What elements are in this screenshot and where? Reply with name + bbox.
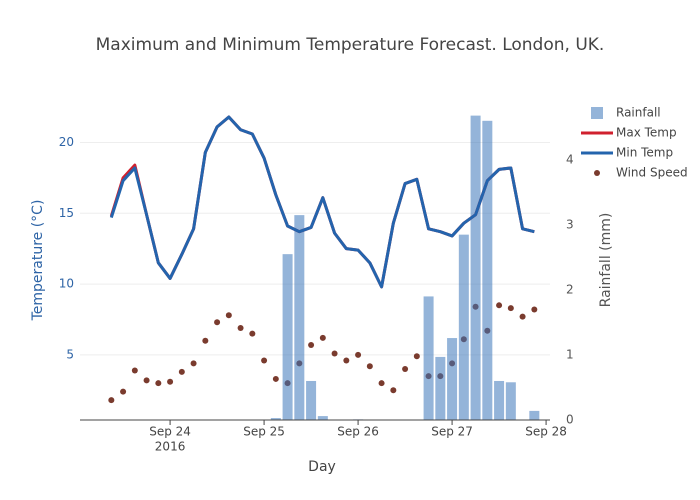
y2-tick-label: 1 [566, 347, 574, 361]
wind-point [214, 319, 221, 326]
wind-point [190, 360, 197, 367]
wind-point [507, 305, 514, 312]
y2-tick-label: 4 [566, 152, 574, 166]
wind-point [143, 377, 150, 384]
wind-point [261, 357, 268, 364]
legend-item: Min Temp [581, 146, 673, 160]
wind-point [366, 363, 373, 370]
rain-bar [447, 338, 458, 420]
y-tick-label: 15 [59, 206, 74, 220]
y2-tick-label: 3 [566, 217, 574, 231]
wind-point [225, 312, 232, 319]
wind-point [120, 388, 127, 395]
wind-point [531, 306, 538, 313]
legend-label: Min Temp [616, 146, 673, 160]
y2-tick-label: 2 [566, 282, 574, 296]
y2-tick-label: 0 [566, 413, 574, 427]
chart-title: Maximum and Minimum Temperature Forecast… [96, 35, 605, 55]
wind-point [308, 341, 315, 348]
rain-bar [282, 254, 293, 420]
wind-point [331, 350, 338, 357]
legend-item: Max Temp [581, 126, 677, 140]
wind-point [249, 330, 256, 337]
y-axis-title: Temperature (°C) [30, 200, 46, 322]
wind-point [413, 353, 420, 360]
legend-item: Rainfall [591, 106, 661, 120]
rain-bar [494, 380, 505, 420]
wind-point [402, 366, 409, 373]
rain-bar [294, 215, 305, 420]
rain-bar [505, 382, 516, 420]
rain-bar [529, 410, 540, 420]
x-tick-label: Sep 28 [525, 425, 567, 439]
rain-bar [470, 115, 481, 421]
wind-point [519, 313, 526, 320]
rain-bar [482, 120, 493, 420]
legend-swatch [591, 107, 603, 119]
temp-line [109, 115, 535, 289]
wind-point [390, 387, 397, 394]
legend-label: Max Temp [616, 126, 677, 140]
rain-bar [270, 418, 281, 420]
legend-label: Rainfall [616, 106, 661, 120]
y2-axis-title: Rainfall (mm) [598, 213, 614, 308]
rain-bar [435, 356, 446, 420]
wind-point [343, 357, 350, 364]
rain-bar [317, 416, 328, 420]
x-tick-label: Sep 26 [337, 425, 379, 439]
wind-point [178, 368, 185, 375]
rain-bar [423, 296, 434, 420]
x-tick-label: Sep 25 [243, 425, 285, 439]
rain-bar [306, 380, 317, 420]
rain-bar [458, 234, 469, 420]
wind-point [167, 378, 174, 385]
legend-label: Wind Speed [616, 166, 688, 180]
wind-point [378, 380, 385, 387]
x-tick-label: Sep 27 [431, 425, 473, 439]
wind-point [355, 351, 362, 358]
legend-item: Wind Speed [594, 166, 688, 180]
wind-point [131, 367, 138, 374]
wind-point [272, 375, 279, 382]
x-tick-label: 2016 [155, 440, 186, 454]
wind-point [319, 334, 326, 341]
y-tick-label: 20 [59, 135, 74, 149]
wind-point [108, 397, 115, 404]
x-axis-title: Day [308, 459, 336, 475]
legend-swatch [594, 170, 600, 176]
x-tick-label: Sep 24 [149, 425, 191, 439]
y-tick-label: 10 [59, 277, 74, 291]
wind-point [237, 324, 244, 331]
wind-point [202, 337, 209, 344]
wind-point [155, 380, 162, 387]
y-tick-label: 5 [66, 347, 74, 361]
wind-point [496, 302, 503, 309]
